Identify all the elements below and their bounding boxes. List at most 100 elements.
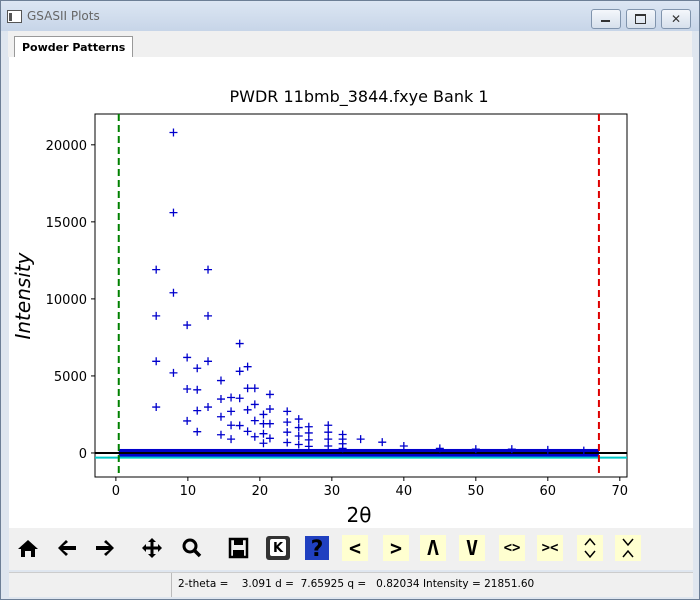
data-point [324, 442, 333, 451]
data-point [216, 376, 225, 385]
data-point [216, 412, 225, 421]
title-bar: GSASII Plots ✕ [1, 1, 699, 31]
data-point [378, 438, 387, 447]
x-tick-label: 60 [540, 484, 557, 499]
data-point [283, 428, 292, 437]
data-point [250, 400, 259, 409]
window-title: GSASII Plots [27, 9, 100, 23]
data-point [193, 406, 202, 415]
toolbar-button[interactable]: <> [499, 535, 525, 561]
data-point [183, 385, 192, 394]
data-point [338, 444, 347, 453]
data-point [243, 405, 252, 414]
data-point [259, 429, 268, 438]
status-text: 2-theta = 3.091 d = 7.65925 q = 0.82034 … [171, 573, 534, 597]
toolbar-button[interactable]: Λ [420, 535, 446, 561]
data-point [169, 288, 178, 297]
data-point [324, 428, 333, 437]
data-point [243, 362, 252, 371]
data-point [193, 427, 202, 436]
data-point [324, 435, 333, 444]
data-point [250, 416, 259, 425]
data-point [152, 265, 161, 274]
y-tick-label: 10000 [46, 293, 87, 308]
y-tick-label: 5000 [54, 370, 87, 385]
y-axis-label: Intensity [11, 251, 35, 339]
data-point [243, 427, 252, 436]
x-tick-label: 10 [180, 484, 197, 499]
data-point [216, 430, 225, 439]
data-point [193, 385, 202, 394]
data-point [250, 432, 259, 441]
maximize-button[interactable] [626, 9, 656, 29]
toolbar-button[interactable]: > [383, 535, 409, 561]
x-axis-label: 2θ [347, 503, 372, 527]
data-point [579, 446, 588, 455]
x-tick-label: 70 [612, 484, 629, 499]
data-point [265, 390, 274, 399]
data-point [259, 410, 268, 419]
data-point [265, 419, 274, 428]
x-tick-label: 40 [396, 484, 413, 499]
x-tick-label: 20 [252, 484, 269, 499]
data-point [204, 265, 213, 274]
toolbar-button[interactable]: V [459, 535, 485, 561]
x-tick-label: 30 [324, 484, 341, 499]
data-point [183, 416, 192, 425]
tab[interactable]: Powder Patterns [14, 36, 134, 59]
data-point [227, 407, 236, 416]
data-point [356, 435, 365, 444]
data-point [169, 208, 178, 217]
data-point [435, 444, 444, 453]
data-point [304, 442, 313, 451]
x-tick-label: 50 [468, 484, 485, 499]
data-point [471, 445, 480, 454]
data-point [169, 368, 178, 377]
status-bar: 2-theta = 3.091 d = 7.65925 q = 0.82034 … [9, 572, 693, 597]
data-point [227, 393, 236, 402]
data-point [235, 394, 244, 403]
close-button[interactable]: ✕ [661, 9, 691, 29]
data-point [204, 311, 213, 320]
data-point [183, 353, 192, 362]
data-point [204, 403, 213, 412]
data-point [265, 434, 274, 443]
data-point [204, 357, 213, 366]
data-point [235, 367, 244, 376]
data-point [250, 384, 259, 393]
data-point [294, 432, 303, 441]
y-tick-label: 15000 [46, 216, 87, 231]
data-point [283, 407, 292, 416]
data-point [227, 435, 236, 444]
data-point [294, 415, 303, 424]
data-point [324, 421, 333, 430]
data-point [543, 445, 552, 454]
minimize-button[interactable] [591, 9, 621, 29]
y-tick-label: 20000 [46, 139, 87, 154]
data-point [259, 439, 268, 448]
data-point [152, 311, 161, 320]
chart-title: PWDR 11bmb_3844.fxye Bank 1 [229, 87, 488, 107]
data-point [265, 405, 274, 414]
data-point [169, 128, 178, 137]
data-point [235, 421, 244, 430]
data-point [294, 440, 303, 449]
app-icon [7, 10, 22, 23]
tab-strip: Powder Patterns [8, 31, 692, 59]
data-point [243, 384, 252, 393]
data-point [152, 403, 161, 412]
data-point [507, 445, 516, 454]
plot-frame [94, 113, 628, 478]
data-point [283, 438, 292, 447]
toolbar-button[interactable]: >< [537, 535, 563, 561]
data-point [183, 321, 192, 330]
data-point [193, 364, 202, 373]
x-tick-label: 0 [112, 484, 120, 499]
data-point [283, 418, 292, 427]
toolbar-button[interactable]: < [342, 535, 368, 561]
data-point [399, 442, 408, 451]
data-point [235, 339, 244, 348]
data-point [304, 428, 313, 437]
data-point [152, 357, 161, 366]
